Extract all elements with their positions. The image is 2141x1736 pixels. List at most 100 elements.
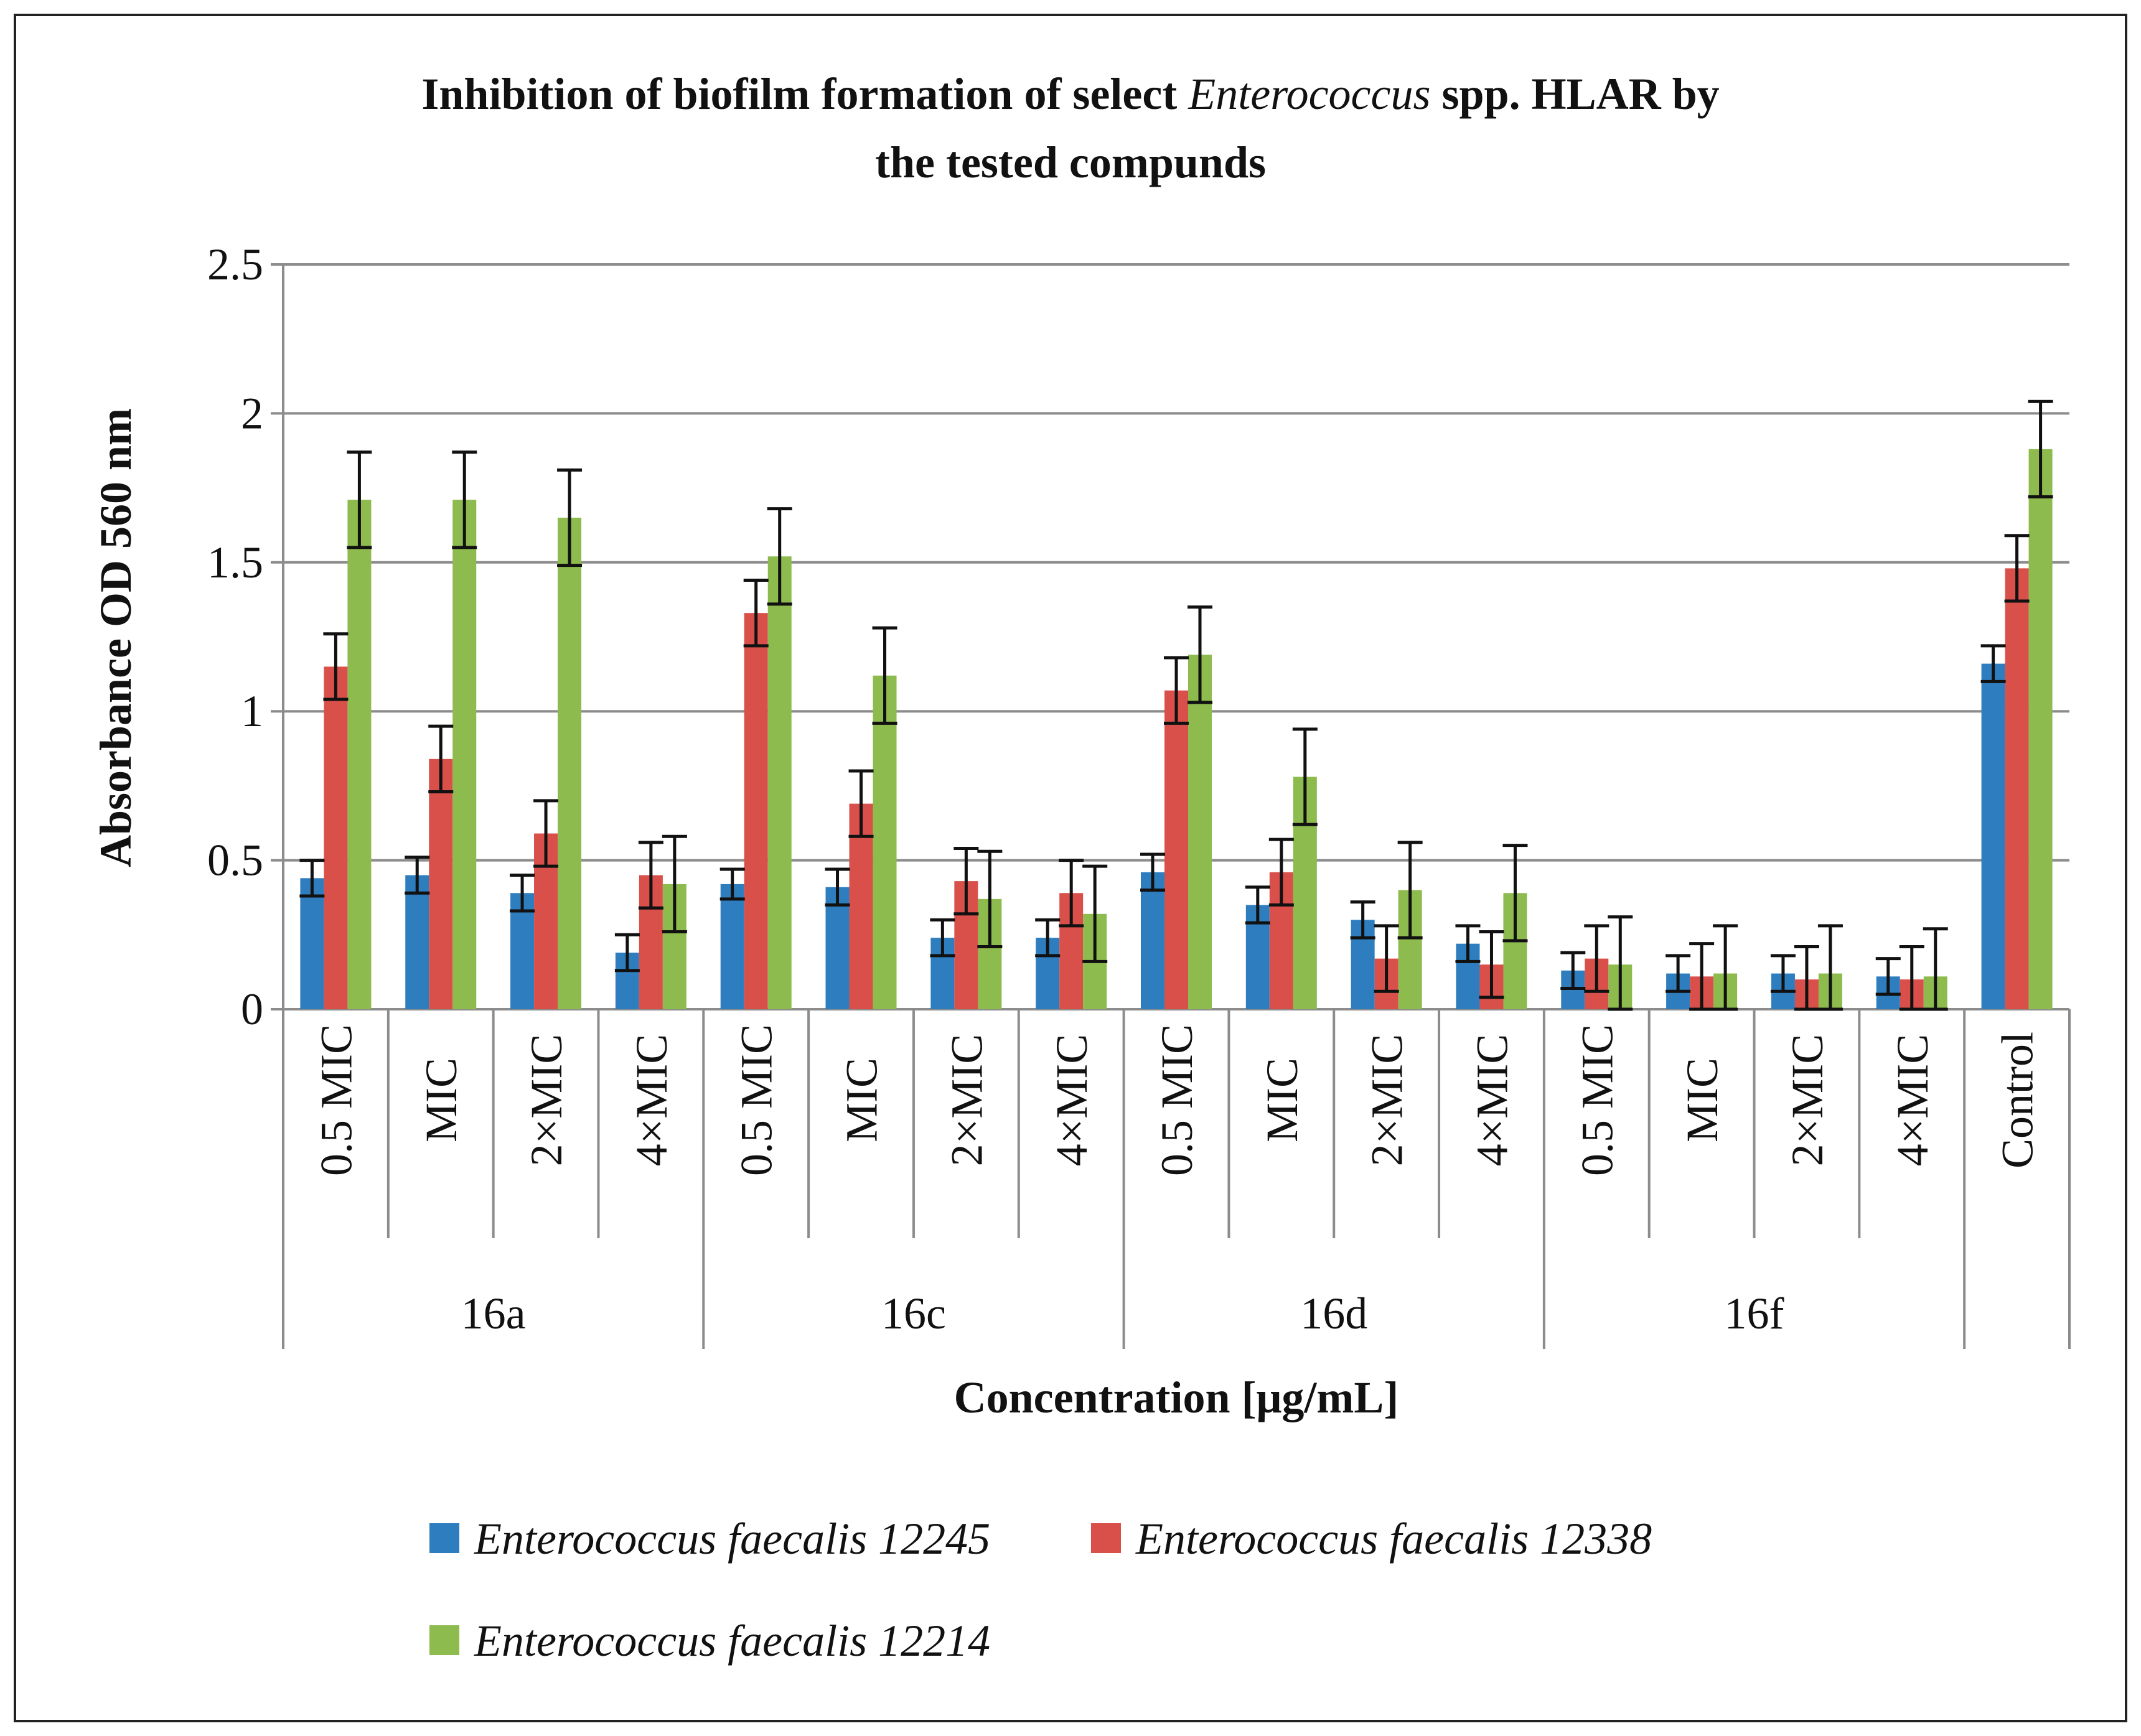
bar bbox=[558, 517, 582, 1009]
bar bbox=[767, 556, 792, 1009]
bar bbox=[873, 675, 897, 1009]
error-bar bbox=[1794, 945, 1819, 1011]
x-category-label: 0.5 MIC bbox=[732, 1024, 782, 1176]
error-bar bbox=[1875, 957, 1901, 996]
error-bar bbox=[299, 859, 325, 898]
error-bar bbox=[1035, 918, 1061, 958]
bar bbox=[1188, 655, 1212, 1009]
x-axis-title: Concentration [μg/mL] bbox=[954, 1373, 1399, 1422]
y-tick-label: 0 bbox=[241, 984, 263, 1034]
x-category-label: 0.5 MIC bbox=[311, 1024, 361, 1176]
error-bar bbox=[743, 579, 769, 648]
error-bar bbox=[2004, 534, 2030, 603]
bar bbox=[324, 666, 348, 1009]
x-group-label: 16f bbox=[1725, 1289, 1784, 1338]
bar bbox=[720, 884, 744, 1009]
error-bar bbox=[1268, 838, 1294, 907]
bar bbox=[405, 875, 429, 1009]
legend-label-12338: Enterococcus faecalis 12338 bbox=[1135, 1514, 1652, 1564]
x-category-label: MIC bbox=[1677, 1058, 1727, 1142]
y-tick-label: 2 bbox=[241, 388, 263, 438]
error-bar bbox=[1560, 951, 1586, 990]
error-bar bbox=[1292, 727, 1318, 826]
error-bar bbox=[452, 450, 477, 549]
error-bar bbox=[1502, 844, 1528, 943]
error-bar bbox=[557, 468, 583, 567]
x-category-label: 4×MIC bbox=[627, 1034, 677, 1167]
error-bar bbox=[1140, 852, 1165, 892]
error-bar bbox=[1397, 841, 1423, 940]
x-category-label: 2×MIC bbox=[1783, 1034, 1832, 1167]
error-bar bbox=[614, 933, 640, 973]
error-bar bbox=[719, 867, 745, 901]
error-bar bbox=[510, 874, 535, 913]
legend-label-12245: Enterococcus faecalis 12245 bbox=[474, 1514, 990, 1564]
legend-swatch-12245 bbox=[429, 1523, 459, 1553]
bars bbox=[300, 449, 2053, 1009]
error-bar bbox=[1817, 924, 1843, 1011]
x-category-label: 2×MIC bbox=[1362, 1034, 1412, 1167]
error-bar bbox=[2028, 399, 2053, 498]
x-category-label: MIC bbox=[1257, 1058, 1307, 1142]
bar bbox=[825, 887, 850, 1009]
error-bar bbox=[1584, 924, 1609, 993]
error-bar bbox=[1689, 942, 1715, 1011]
error-bar bbox=[930, 918, 955, 958]
error-bar bbox=[953, 846, 979, 916]
error-bar bbox=[662, 834, 687, 934]
y-axis-title: Absorbance OD 560 nm bbox=[91, 408, 141, 867]
error-bar bbox=[825, 867, 850, 907]
x-category-label: MIC bbox=[837, 1058, 887, 1142]
x-group-label: 16d bbox=[1300, 1289, 1367, 1338]
bar bbox=[300, 878, 324, 1009]
bar bbox=[429, 758, 453, 1009]
x-group-label: 16c bbox=[881, 1289, 946, 1338]
y-tick-labels: 0 0.5 1 1.5 2 2.5 bbox=[207, 240, 263, 1034]
chart-title-italic: Enterococcus bbox=[1188, 69, 1430, 119]
error-bar bbox=[1923, 927, 1948, 1011]
error-bar bbox=[977, 849, 1003, 948]
error-bar bbox=[1770, 954, 1796, 993]
x-category-label: 4×MIC bbox=[1467, 1034, 1517, 1167]
error-bars bbox=[299, 399, 2053, 1011]
error-bar bbox=[347, 450, 372, 549]
error-bar bbox=[1899, 945, 1924, 1011]
error-bar bbox=[1374, 924, 1399, 993]
bar bbox=[744, 613, 768, 1009]
error-bar bbox=[1713, 924, 1738, 1011]
x-category-label: 0.5 MIC bbox=[1572, 1024, 1622, 1176]
legend-swatch-12338 bbox=[1091, 1523, 1121, 1553]
error-bar bbox=[1350, 900, 1375, 940]
x-category-label: MIC bbox=[416, 1058, 466, 1142]
error-bar bbox=[1608, 915, 1633, 1011]
y-tick-label: 2.5 bbox=[207, 240, 263, 289]
error-bar bbox=[323, 632, 349, 701]
chart-title-line1: Inhibition of biofilm formation of selec… bbox=[421, 69, 1719, 119]
error-bar bbox=[428, 724, 454, 793]
error-bar bbox=[848, 769, 874, 838]
bar bbox=[1141, 872, 1164, 1009]
error-bar bbox=[767, 507, 792, 606]
x-category-label: 2×MIC bbox=[942, 1034, 991, 1167]
error-bar bbox=[1059, 859, 1084, 928]
y-tick-label: 0.5 bbox=[207, 836, 263, 885]
x-category-label: 2×MIC bbox=[522, 1034, 571, 1167]
error-bar bbox=[1245, 885, 1270, 925]
legend-label-12214: Enterococcus faecalis 12214 bbox=[474, 1616, 990, 1666]
bar bbox=[2005, 568, 2029, 1009]
x-category-label: 0.5 MIC bbox=[1152, 1024, 1202, 1176]
chart-title-prefix: Inhibition of biofilm formation of selec… bbox=[421, 69, 1188, 119]
bar bbox=[1164, 690, 1188, 1009]
error-bar bbox=[1665, 954, 1691, 993]
error-bar bbox=[1164, 656, 1189, 725]
legend-swatch-12214 bbox=[429, 1625, 459, 1655]
bar bbox=[1981, 663, 2005, 1009]
bar bbox=[2028, 449, 2053, 1009]
legend: Enterococcus faecalis 12245 Enterococcus… bbox=[429, 1514, 1652, 1666]
bar bbox=[452, 500, 477, 1009]
bar bbox=[347, 500, 372, 1009]
error-bar bbox=[1980, 644, 2006, 683]
error-bar bbox=[1455, 924, 1481, 963]
x-category-label: 4×MIC bbox=[1888, 1034, 1937, 1167]
